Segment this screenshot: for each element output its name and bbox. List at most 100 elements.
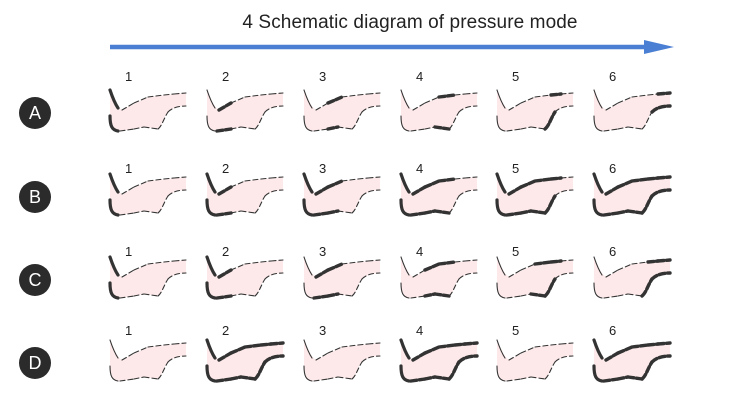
segment-3-top [520,96,536,104]
stage-number: 4 [416,161,424,176]
leg-fill [497,90,573,131]
leg-fill [304,174,380,215]
segment-6-top [560,92,574,95]
row-badge-d: D [19,347,51,379]
segment-6-top [270,176,284,179]
leg-diagram [303,339,381,382]
segment-2-bottom [119,128,135,132]
segment-6-bottom [264,105,284,113]
active-segment-3-top [326,95,344,105]
segment-3-bottom [133,210,145,214]
segment-5-top [163,177,175,180]
active-segment-2-bottom [215,294,233,300]
segment-1-top [109,339,119,359]
segment-3-bottom [230,126,242,130]
segment-5-bottom [544,361,556,380]
active-segment-3-bottom [326,125,340,131]
active-segment-4-bottom [239,375,257,381]
segment-1-bottom [496,115,506,132]
leg-diagram [592,338,672,383]
segment-5-bottom [351,195,363,214]
segment-3-top [133,96,149,104]
stage-number: 6 [609,323,617,338]
active-segment-1-top [495,172,507,194]
segment-4-bottom [240,293,256,297]
leg-fill [594,340,670,381]
leg-fill [497,340,573,381]
active-segment-5-bottom [640,277,654,298]
segment-4-top [147,261,165,265]
leg-diagram [205,338,285,383]
segment-3-top [230,180,246,188]
segment-6-bottom [554,105,574,113]
leg-fill [207,90,283,131]
segment-3-top [133,346,149,354]
active-segment-1-top [108,255,120,277]
active-segment-1-bottom [108,198,120,217]
segment-6-bottom [361,105,381,113]
segment-2-bottom [410,295,426,299]
active-segment-6-bottom [650,104,672,114]
segment-4-top [244,261,262,265]
segment-5-top [357,260,369,263]
active-segment-3-top [519,179,537,189]
segment-2-top [605,102,619,111]
segment-1-bottom [303,365,313,382]
active-segment-2-bottom [602,377,620,383]
segment-2-bottom [506,128,522,132]
leg-diagram [303,256,381,300]
segment-3-bottom [617,126,629,130]
leg-diagram [205,172,284,217]
stage-number: 2 [222,69,230,84]
segment-1-top [206,89,216,109]
active-segment-6-top [463,341,479,346]
active-segment-1-bottom [399,364,411,383]
active-segment-6-top [656,341,672,346]
active-segment-1-top [302,172,314,194]
active-segment-1-bottom [399,198,411,217]
active-segment-1-bottom [592,364,604,383]
progression-arrow [110,40,674,54]
active-segment-5-top [549,259,563,264]
active-segment-4-top [243,343,263,349]
segment-6-bottom [554,189,574,197]
segment-2-top [121,269,135,278]
segment-2-bottom [119,378,135,382]
segment-6-top [560,259,574,262]
active-segment-1-top [399,172,411,194]
stage-number: 6 [609,161,617,176]
leg-diagram [205,255,284,300]
leg-fill [207,257,283,298]
active-segment-6-bottom [650,188,672,198]
active-segment-1-bottom [205,364,217,383]
active-segment-2-top [217,185,233,196]
segment-2-bottom [506,295,522,299]
active-segment-5-top [549,92,563,97]
segment-4-top [147,178,165,182]
segment-3-top [424,96,440,104]
segment-4-bottom [627,293,643,297]
segment-6-top [173,176,187,179]
segment-6-top [464,92,478,95]
leg-fill [401,174,477,215]
stage-number: 1 [125,161,133,176]
leg-diagram [399,172,478,217]
active-segment-2-top [411,351,427,362]
active-segment-2-top [314,185,330,196]
active-segment-5-bottom [640,194,654,215]
segment-6-bottom [458,189,478,197]
segment-4-bottom [143,293,159,297]
leg-fill [594,174,670,215]
leg-fill [304,340,380,381]
segment-1-bottom [593,282,603,299]
active-segment-1-bottom [205,281,217,300]
segment-6-top [464,259,478,262]
active-segment-2-bottom [215,211,233,217]
active-segment-4-bottom [433,375,451,381]
segment-1-bottom [496,365,506,382]
active-segment-4-bottom [433,292,451,298]
active-segment-2-top [217,351,233,362]
row-badge-b: B [19,181,51,213]
active-segment-4-bottom [529,292,547,298]
stage-number: 5 [512,323,520,338]
